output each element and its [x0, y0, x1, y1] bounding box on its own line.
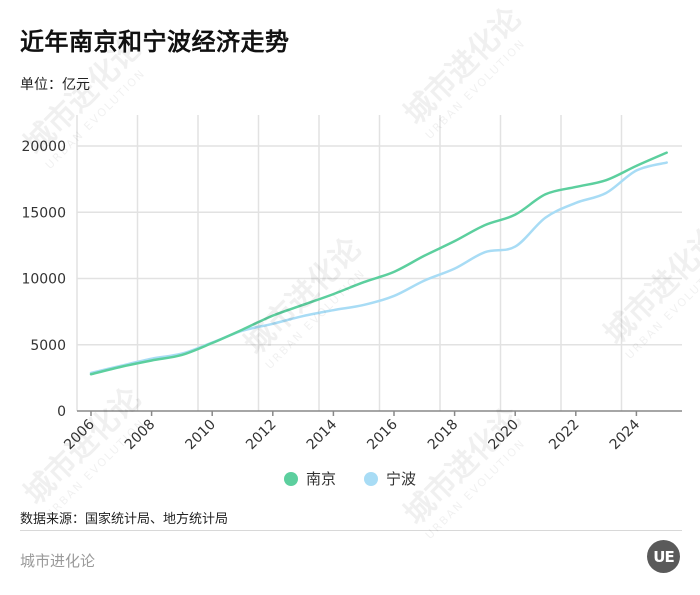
x-tick-label: 2006 — [61, 416, 98, 453]
x-tick-label: 2010 — [183, 417, 220, 454]
legend-item-ningbo[interactable]: 宁波 — [364, 468, 416, 489]
y-tick-label: 0 — [57, 404, 66, 420]
x-tick-label: 2012 — [243, 417, 280, 454]
legend-label: 南京 — [305, 470, 336, 488]
x-tick-label: 2024 — [607, 416, 644, 453]
brand-name: 城市进化论 — [20, 552, 96, 570]
unit-label: 单位：亿元 — [20, 77, 90, 93]
legend: 南京 宁波 — [0, 468, 700, 489]
legend-dot-icon — [283, 471, 298, 486]
x-tick-label: 2018 — [425, 417, 462, 454]
legend-dot-icon — [364, 471, 378, 486]
legend-label: 宁波 — [386, 470, 417, 488]
y-tick-label: 15000 — [21, 205, 66, 221]
x-tick-label: 2022 — [546, 417, 583, 454]
x-tick-label: 2016 — [364, 416, 401, 453]
divider — [20, 530, 682, 531]
x-tick-label: 2014 — [304, 416, 341, 453]
y-tick-label: 20000 — [21, 139, 66, 155]
x-tick-label: 2008 — [122, 417, 159, 454]
brand-logo-icon: UE — [647, 540, 680, 573]
data-source: 数据来源：国家统计局、地方统计局 — [20, 512, 229, 527]
line-chart: 0 5000 10000 15000 20000 2006 2008 2010 2012 2014… — [21, 115, 682, 454]
series-line-nanjing — [89, 151, 668, 376]
y-tick-label: 10000 — [21, 272, 66, 288]
legend-item-nanjing[interactable]: 南京 — [283, 468, 336, 489]
x-tick-label: 2020 — [486, 417, 523, 454]
y-tick-label: 5000 — [30, 338, 66, 354]
chart-title: 近年南京和宁波经济走势 — [20, 28, 290, 56]
